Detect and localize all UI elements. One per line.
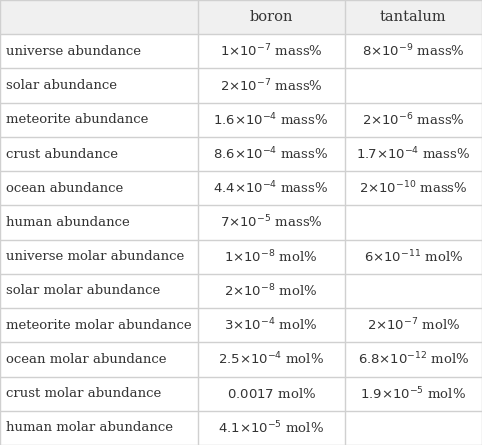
Bar (0, 34, 198, 69)
Bar (345, 274, 482, 308)
Bar (198, 34, 345, 69)
Text: meteorite molar abundance: meteorite molar abundance (6, 319, 192, 332)
Bar (345, 103, 482, 137)
Bar (345, 239, 482, 274)
Text: $4.1{\times}10^{-5}$ mol%: $4.1{\times}10^{-5}$ mol% (218, 420, 324, 436)
Text: $1.6{\times}10^{-4}$ mass%: $1.6{\times}10^{-4}$ mass% (214, 112, 329, 128)
Text: boron: boron (249, 10, 293, 24)
Bar (198, 103, 345, 137)
Bar (198, 0, 345, 34)
Text: human molar abundance: human molar abundance (6, 421, 173, 434)
Text: tantalum: tantalum (380, 10, 447, 24)
Text: $2{\times}10^{-6}$ mass%: $2{\times}10^{-6}$ mass% (362, 112, 465, 128)
Bar (198, 171, 345, 206)
Text: crust molar abundance: crust molar abundance (6, 387, 161, 400)
Text: $6{\times}10^{-11}$ mol%: $6{\times}10^{-11}$ mol% (363, 248, 463, 265)
Bar (0, 103, 198, 137)
Text: solar molar abundance: solar molar abundance (6, 284, 161, 297)
Bar (198, 342, 345, 376)
Bar (198, 69, 345, 103)
Text: $7{\times}10^{-5}$ mass%: $7{\times}10^{-5}$ mass% (220, 214, 322, 231)
Bar (345, 342, 482, 376)
Bar (345, 376, 482, 411)
Text: ocean abundance: ocean abundance (6, 182, 123, 195)
Bar (198, 137, 345, 171)
Text: $2{\times}10^{-7}$ mass%: $2{\times}10^{-7}$ mass% (220, 77, 322, 94)
Text: $8{\times}10^{-9}$ mass%: $8{\times}10^{-9}$ mass% (362, 43, 465, 60)
Text: universe molar abundance: universe molar abundance (6, 250, 185, 263)
Bar (345, 137, 482, 171)
Bar (0, 69, 198, 103)
Bar (345, 171, 482, 206)
Text: $2.5{\times}10^{-4}$ mol%: $2.5{\times}10^{-4}$ mol% (218, 351, 324, 368)
Bar (345, 411, 482, 445)
Text: $1{\times}10^{-7}$ mass%: $1{\times}10^{-7}$ mass% (220, 43, 322, 60)
Text: ocean molar abundance: ocean molar abundance (6, 353, 167, 366)
Bar (198, 274, 345, 308)
Bar (0, 376, 198, 411)
Text: $2{\times}10^{-10}$ mass%: $2{\times}10^{-10}$ mass% (359, 180, 468, 197)
Bar (0, 342, 198, 376)
Text: $6.8{\times}10^{-12}$ mol%: $6.8{\times}10^{-12}$ mol% (358, 351, 469, 368)
Bar (198, 411, 345, 445)
Text: solar abundance: solar abundance (6, 79, 117, 92)
Text: $4.4{\times}10^{-4}$ mass%: $4.4{\times}10^{-4}$ mass% (214, 180, 329, 197)
Text: $1.7{\times}10^{-4}$ mass%: $1.7{\times}10^{-4}$ mass% (356, 146, 470, 162)
Bar (0, 206, 198, 239)
Bar (198, 206, 345, 239)
Bar (345, 34, 482, 69)
Bar (198, 308, 345, 342)
Bar (345, 0, 482, 34)
Bar (198, 376, 345, 411)
Text: $2{\times}10^{-7}$ mol%: $2{\times}10^{-7}$ mol% (367, 317, 460, 333)
Bar (198, 239, 345, 274)
Text: $0.0017$ mol%: $0.0017$ mol% (227, 387, 316, 400)
Bar (0, 171, 198, 206)
Bar (0, 308, 198, 342)
Text: $1.9{\times}10^{-5}$ mol%: $1.9{\times}10^{-5}$ mol% (360, 385, 467, 402)
Text: $1{\times}10^{-8}$ mol%: $1{\times}10^{-8}$ mol% (225, 248, 318, 265)
Text: universe abundance: universe abundance (6, 45, 141, 58)
Text: $3{\times}10^{-4}$ mol%: $3{\times}10^{-4}$ mol% (225, 317, 318, 333)
Bar (0, 239, 198, 274)
Text: meteorite abundance: meteorite abundance (6, 113, 148, 126)
Bar (0, 274, 198, 308)
Bar (0, 0, 198, 34)
Text: human abundance: human abundance (6, 216, 130, 229)
Text: $2{\times}10^{-8}$ mol%: $2{\times}10^{-8}$ mol% (225, 283, 318, 299)
Bar (0, 137, 198, 171)
Bar (345, 69, 482, 103)
Bar (345, 206, 482, 239)
Text: $8.6{\times}10^{-4}$ mass%: $8.6{\times}10^{-4}$ mass% (214, 146, 329, 162)
Bar (0, 411, 198, 445)
Text: crust abundance: crust abundance (6, 148, 118, 161)
Bar (345, 308, 482, 342)
